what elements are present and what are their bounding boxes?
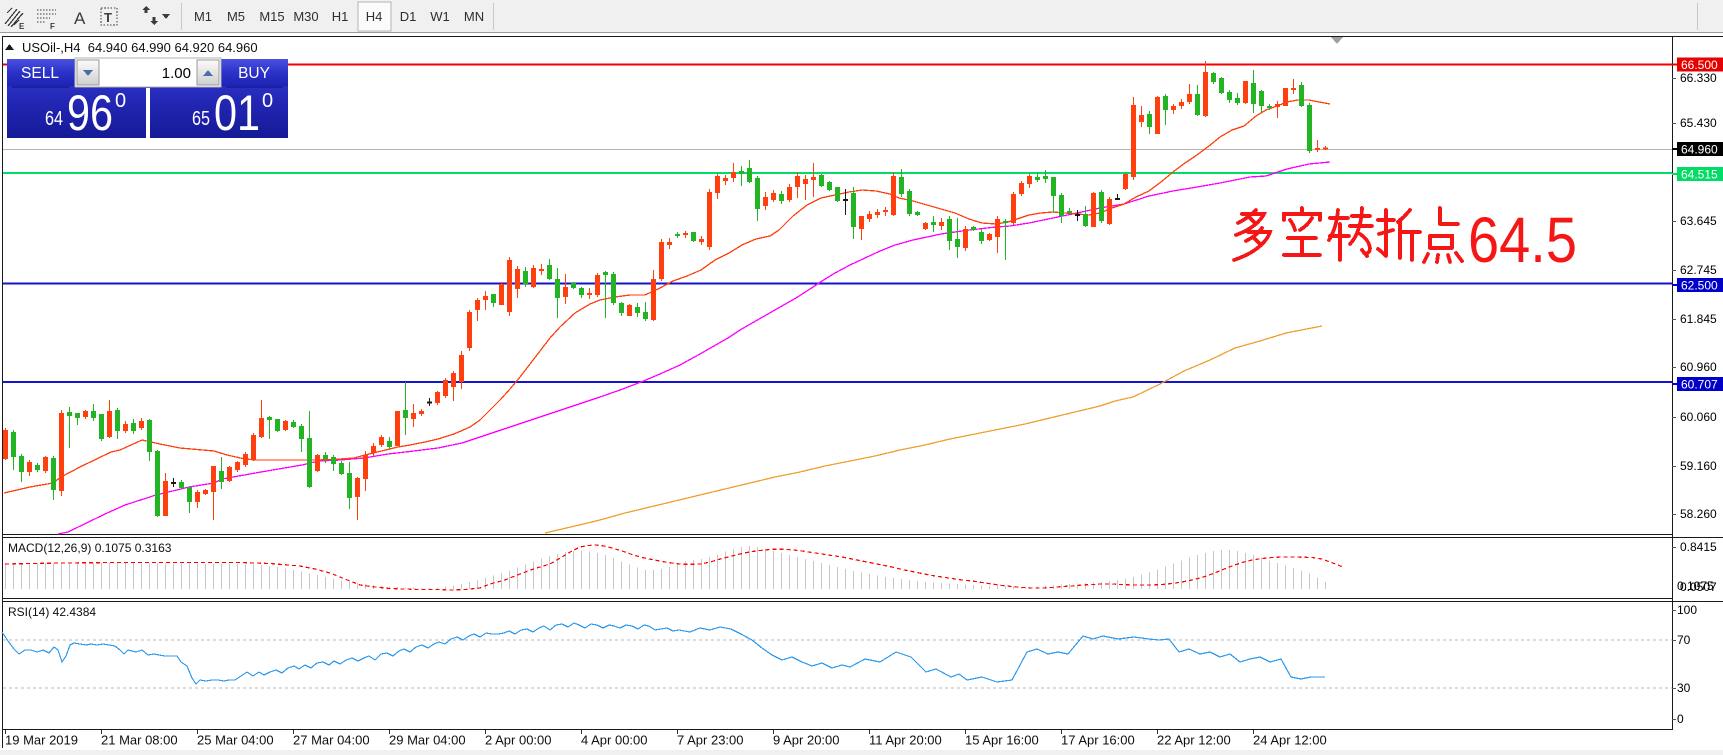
svg-text:A: A — [74, 9, 86, 28]
svg-text:64.960: 64.960 — [1681, 143, 1718, 157]
svg-text:70: 70 — [1677, 633, 1691, 647]
svg-text:M30: M30 — [293, 9, 318, 24]
svg-text:0: 0 — [1677, 712, 1684, 726]
svg-text:2 Apr 00:00: 2 Apr 00:00 — [485, 733, 552, 748]
svg-text:60.707: 60.707 — [1681, 378, 1718, 392]
svg-text:65: 65 — [192, 108, 210, 130]
svg-text:MACD(12,26,9) 0.1075 0.3163: MACD(12,26,9) 0.1075 0.3163 — [8, 541, 172, 555]
svg-text:1.00: 1.00 — [162, 65, 191, 82]
svg-text:96: 96 — [67, 85, 113, 141]
svg-text:7 Apr 23:00: 7 Apr 23:00 — [677, 733, 744, 748]
svg-text:M5: M5 — [227, 9, 245, 24]
svg-text:USOil-,H4 64.940 64.990 64.92: USOil-,H4 64.940 64.990 64.920 64.960 — [22, 40, 258, 55]
svg-text:0.1075: 0.1075 — [1677, 579, 1714, 593]
svg-text:MN: MN — [464, 9, 484, 24]
svg-text:M15: M15 — [259, 9, 284, 24]
svg-text:0.0507: 0.0507 — [1680, 580, 1717, 594]
svg-text:0: 0 — [262, 90, 273, 112]
svg-text:62.500: 62.500 — [1681, 279, 1718, 293]
svg-text:RSI(14) 42.4384: RSI(14) 42.4384 — [8, 605, 96, 619]
svg-text:62.745: 62.745 — [1680, 263, 1717, 277]
svg-text:58.260: 58.260 — [1680, 507, 1717, 521]
svg-text:SELL: SELL — [21, 65, 59, 82]
svg-text:66.500: 66.500 — [1681, 58, 1718, 72]
svg-text:22 Apr 12:00: 22 Apr 12:00 — [1157, 733, 1231, 748]
svg-text:27 Mar 04:00: 27 Mar 04:00 — [293, 733, 370, 748]
svg-text:17 Apr 16:00: 17 Apr 16:00 — [1061, 733, 1135, 748]
svg-text:25 Mar 04:00: 25 Mar 04:00 — [197, 733, 274, 748]
svg-text:W1: W1 — [430, 9, 450, 24]
svg-text:F: F — [50, 22, 55, 31]
svg-text:61.845: 61.845 — [1680, 312, 1717, 326]
svg-text:30: 30 — [1677, 681, 1691, 695]
svg-text:H1: H1 — [332, 9, 349, 24]
svg-text:M1: M1 — [194, 9, 212, 24]
svg-text:60.960: 60.960 — [1680, 360, 1717, 374]
svg-text:D1: D1 — [400, 9, 417, 24]
svg-text:9 Apr 20:00: 9 Apr 20:00 — [773, 733, 840, 748]
svg-text:H4: H4 — [366, 9, 383, 24]
svg-text:E: E — [19, 22, 25, 31]
svg-text:15 Apr 16:00: 15 Apr 16:00 — [965, 733, 1039, 748]
svg-text:64: 64 — [45, 108, 63, 130]
svg-text:BUY: BUY — [238, 65, 270, 82]
svg-text:100: 100 — [1677, 603, 1697, 617]
svg-text:T: T — [104, 10, 112, 25]
svg-text:11 Apr 20:00: 11 Apr 20:00 — [869, 733, 942, 748]
svg-text:64.515: 64.515 — [1681, 168, 1718, 182]
svg-text:19 Mar 2019: 19 Mar 2019 — [5, 733, 78, 748]
svg-text:29 Mar 04:00: 29 Mar 04:00 — [389, 733, 466, 748]
svg-text:66.330: 66.330 — [1680, 71, 1717, 85]
svg-text:0: 0 — [115, 90, 126, 112]
svg-text:60.060: 60.060 — [1680, 410, 1717, 424]
svg-text:65.430: 65.430 — [1680, 116, 1717, 130]
svg-text:01: 01 — [214, 85, 260, 141]
svg-text:24 Apr 12:00: 24 Apr 12:00 — [1253, 733, 1327, 748]
svg-text:63.645: 63.645 — [1680, 214, 1717, 228]
svg-text:4 Apr 00:00: 4 Apr 00:00 — [581, 733, 648, 748]
svg-text:59.160: 59.160 — [1680, 459, 1717, 473]
svg-text:0.8415: 0.8415 — [1680, 540, 1717, 554]
svg-text:21 Mar 08:00: 21 Mar 08:00 — [101, 733, 178, 748]
svg-text:64.5: 64.5 — [1468, 204, 1577, 276]
